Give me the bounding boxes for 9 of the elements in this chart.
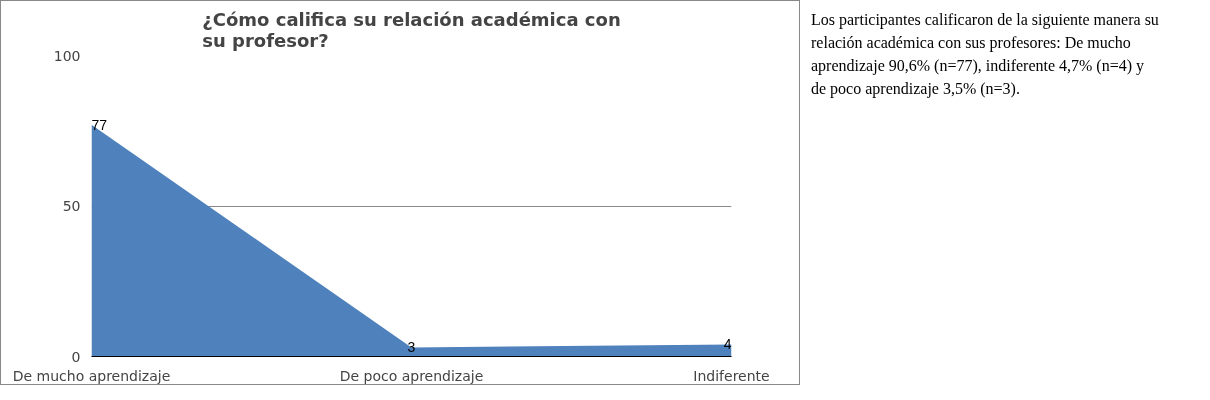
x-tick-label: De poco aprendizaje <box>339 367 484 384</box>
x-tick-label: De mucho aprendizaje <box>12 367 171 384</box>
chart-title: ¿Cómo califica su relación académica con su profesor? <box>202 8 621 51</box>
y-tick-label: 50 <box>62 198 81 214</box>
text: Los participantes calificaron de la siguiente manera su relación académica con sus profesores: De mucho aprendizaje 90,6% (n=77), indiferente 4,7% (n=4) y de poco aprendizaje 3,5% (n=3). <box>811 10 1159 100</box>
y-tick-label: 0 <box>71 348 81 365</box>
data-label: 77 <box>91 116 108 133</box>
y-tick-label: 100 <box>53 47 81 64</box>
x-tick-label: Indiferente <box>693 367 770 384</box>
